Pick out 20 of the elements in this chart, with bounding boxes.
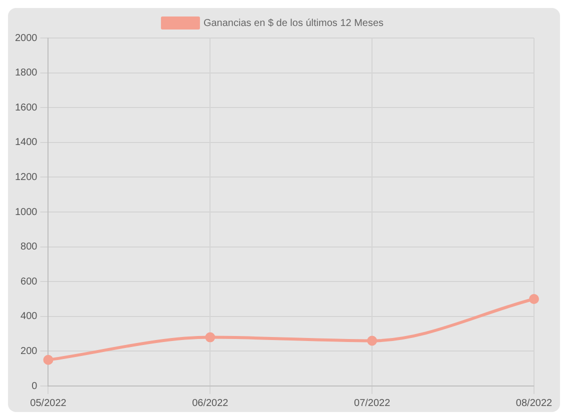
y-tick-label: 600 xyxy=(20,276,38,288)
x-tick-label: 07/2022 xyxy=(354,398,391,409)
y-tick-label: 1000 xyxy=(14,206,38,218)
x-tick-label: 08/2022 xyxy=(516,398,553,409)
y-tick-label: 400 xyxy=(20,311,38,322)
point xyxy=(205,332,216,342)
y-tick-label: 1400 xyxy=(14,137,38,148)
point xyxy=(43,354,54,365)
x-tick-label: 06/2022 xyxy=(192,398,229,409)
y-tick-label: 1200 xyxy=(14,172,38,183)
y-tick-label: 200 xyxy=(20,346,38,357)
y-tick-label: 2000 xyxy=(14,32,38,44)
y-tick-label: 1800 xyxy=(14,68,38,79)
point xyxy=(529,294,539,304)
x-tick-label: 05/2022 xyxy=(30,398,67,409)
legend-label: Ganancias en $ de los últimos 12 Meses xyxy=(203,18,384,29)
y-tick-label: 800 xyxy=(20,242,38,253)
point xyxy=(367,336,378,346)
y-tick-label: 1600 xyxy=(14,102,38,114)
y-tick-label: 0 xyxy=(32,380,38,392)
